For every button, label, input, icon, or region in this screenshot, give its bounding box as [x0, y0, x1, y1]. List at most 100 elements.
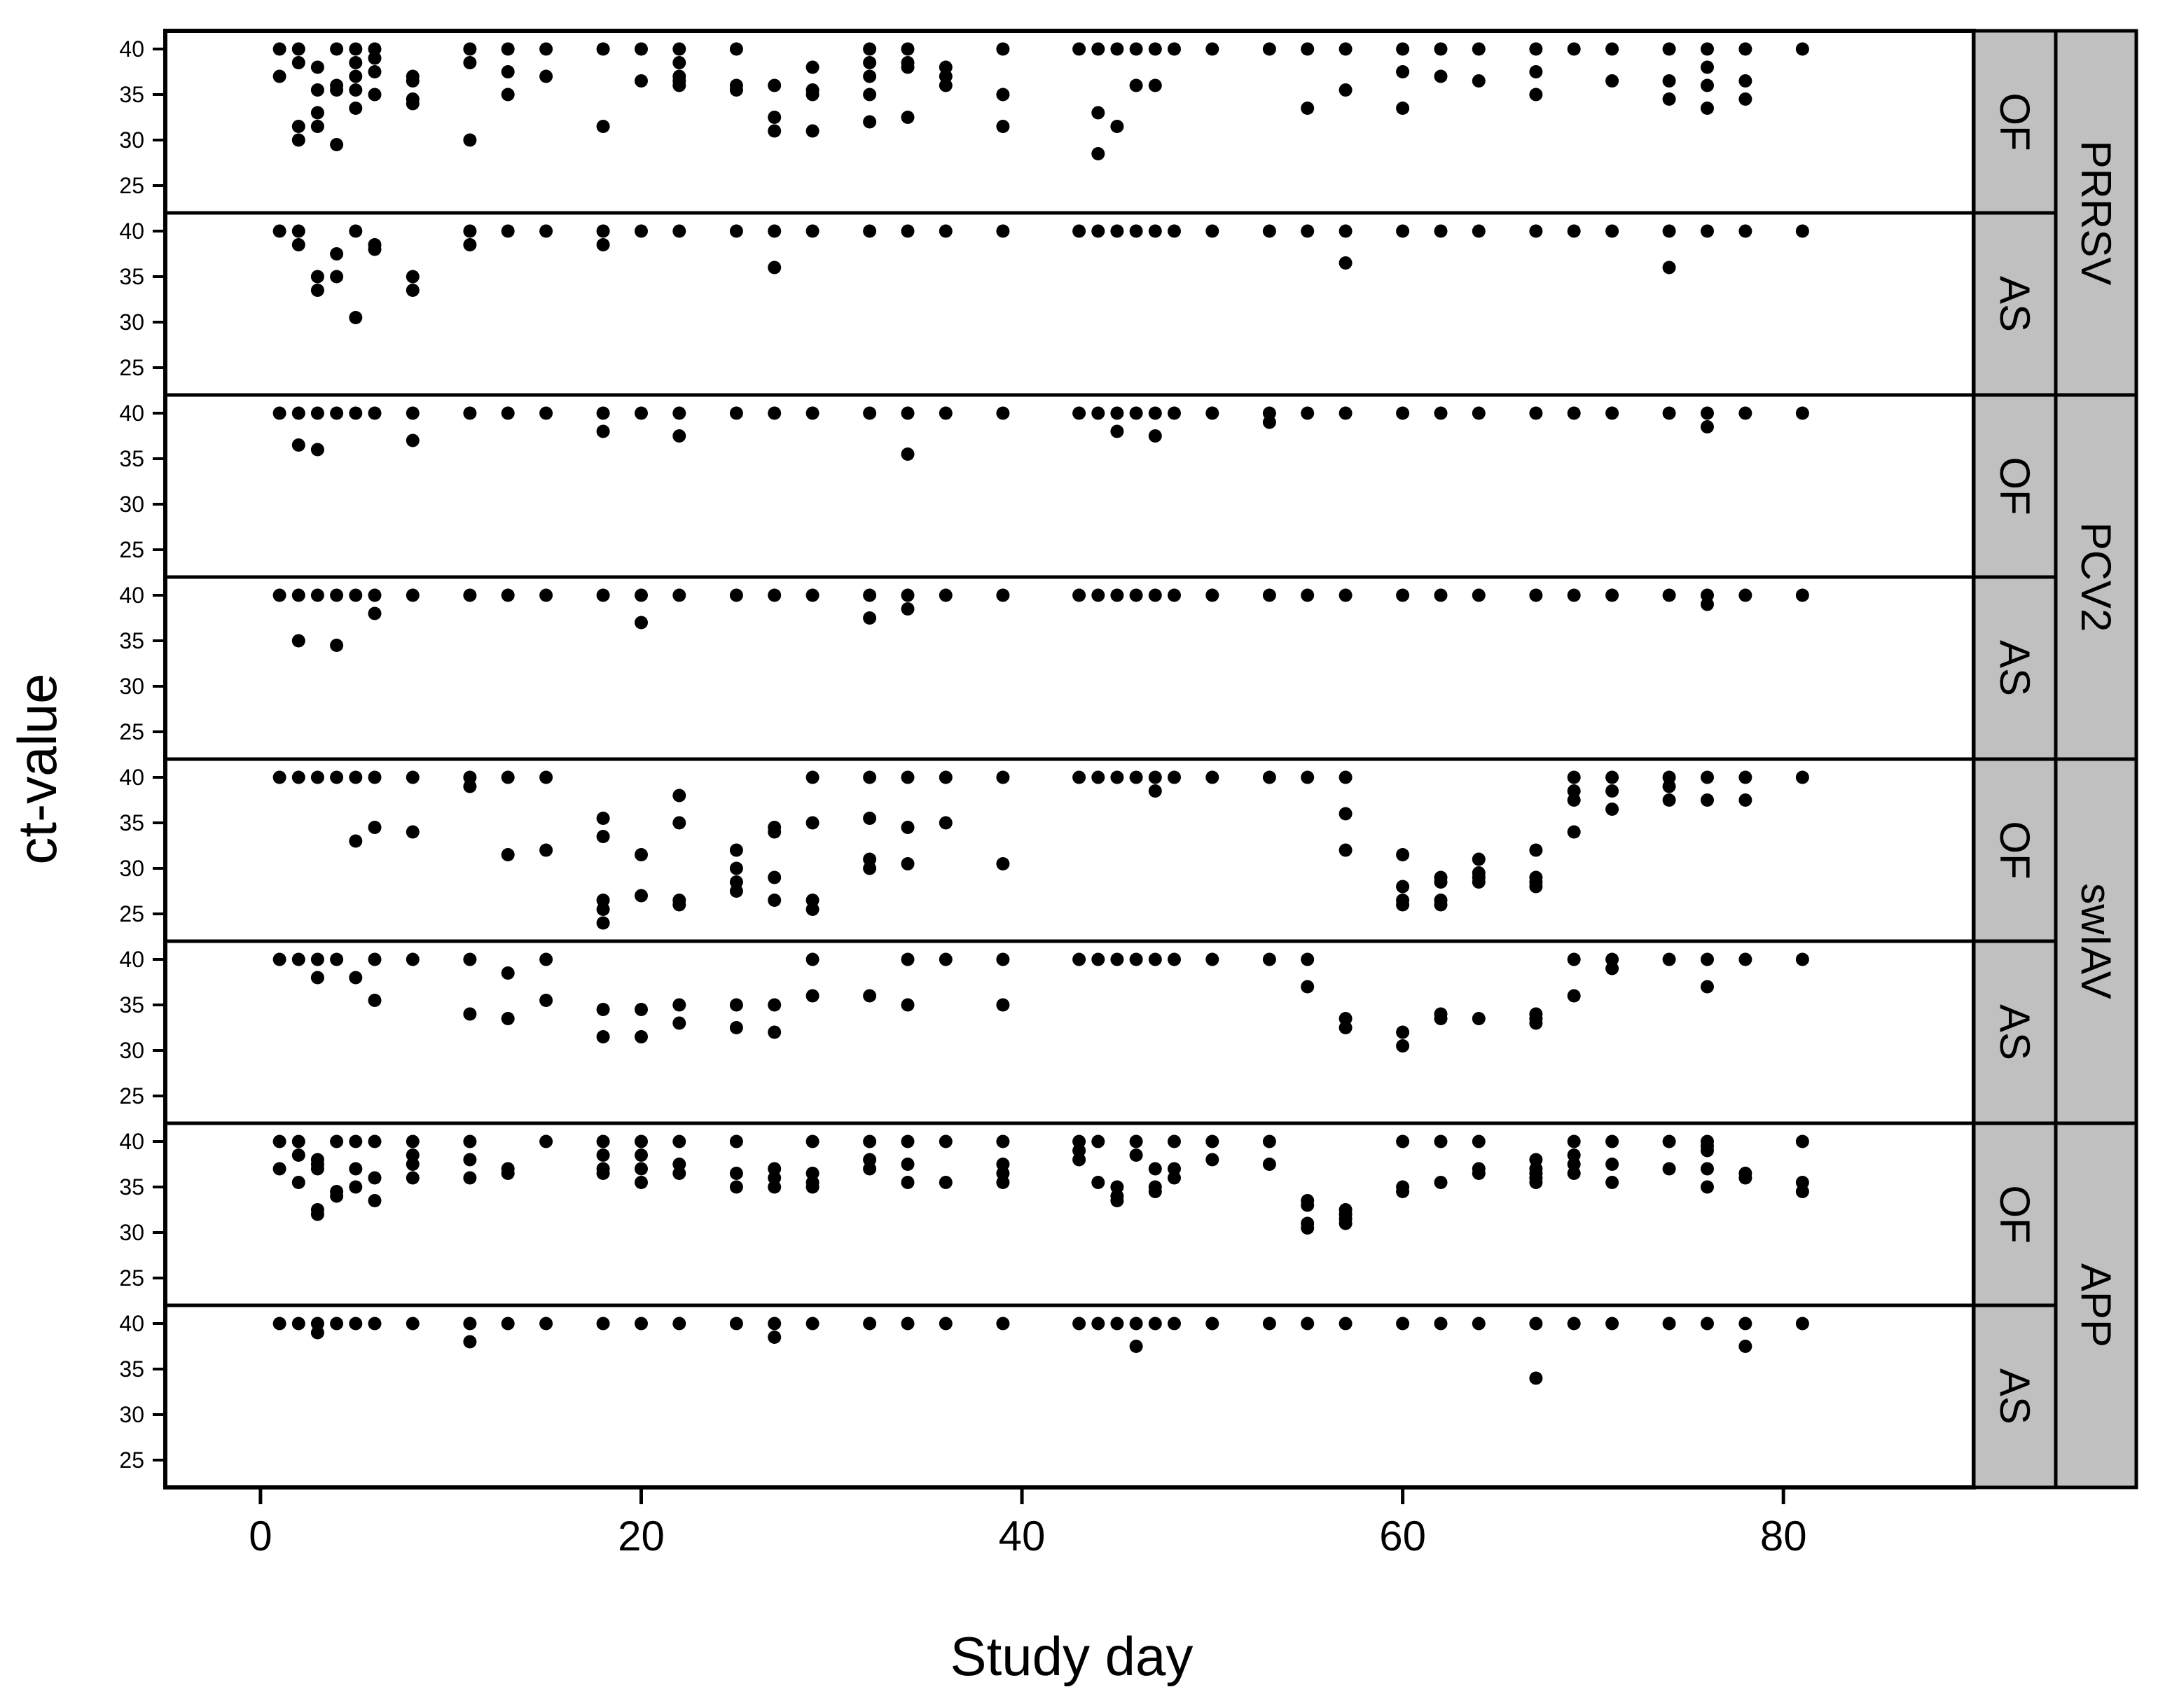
y-tick-label: 30 [119, 1402, 144, 1427]
data-point [1472, 875, 1486, 889]
data-point [635, 1030, 648, 1043]
data-point [996, 1158, 1010, 1171]
data-point [863, 88, 877, 102]
data-point [996, 120, 1010, 133]
data-point [596, 42, 610, 56]
data-point [1091, 1176, 1105, 1189]
data-point [1701, 78, 1714, 92]
data-point [729, 1317, 743, 1331]
data-point [1701, 952, 1714, 966]
data-point [1701, 793, 1714, 807]
data-point [1701, 1144, 1714, 1158]
data-point [805, 989, 819, 1003]
y-tick-label: 25 [119, 1083, 144, 1109]
data-point [1168, 1317, 1181, 1331]
data-point [406, 1134, 420, 1148]
data-point [672, 1134, 686, 1148]
data-point [1605, 406, 1619, 420]
data-point [805, 903, 819, 916]
data-point [1662, 1134, 1676, 1148]
data-point [1262, 42, 1276, 56]
data-point [463, 406, 477, 420]
data-point [996, 224, 1010, 238]
data-point [1662, 74, 1676, 88]
strip-specimen [1972, 939, 2058, 1125]
y-tick-label: 35 [119, 1356, 144, 1382]
data-point [1795, 1185, 1809, 1198]
data-point [805, 952, 819, 966]
panel-prrsv-of [165, 31, 1974, 213]
data-point [1795, 42, 1809, 56]
data-point [1396, 1185, 1410, 1198]
data-point [729, 861, 743, 875]
data-point [291, 1176, 305, 1189]
data-point [1396, 898, 1410, 912]
data-point [368, 1171, 382, 1185]
data-point [768, 588, 782, 602]
data-point [1072, 1134, 1086, 1148]
data-point [1567, 793, 1581, 807]
data-point [672, 429, 686, 443]
data-point [996, 588, 1010, 602]
data-point [1472, 42, 1486, 56]
data-point [863, 1162, 877, 1176]
data-point [1605, 42, 1619, 56]
data-point [1662, 952, 1676, 966]
data-point [1701, 1317, 1714, 1331]
data-point [406, 406, 420, 420]
data-point [1091, 224, 1105, 238]
panel-pcv2-of [165, 395, 1974, 577]
x-tick-label: 80 [1760, 1513, 1807, 1560]
data-point [768, 870, 782, 884]
data-point [330, 1189, 344, 1203]
data-point [635, 889, 648, 903]
data-point [330, 270, 344, 284]
data-point [463, 1317, 477, 1331]
data-point [768, 894, 782, 907]
data-point [406, 588, 420, 602]
data-point [1396, 848, 1410, 861]
data-point [1091, 770, 1105, 784]
data-point [901, 1317, 915, 1331]
data-point [1148, 224, 1162, 238]
data-point [310, 1326, 324, 1340]
data-point [1301, 1221, 1315, 1235]
data-point [768, 261, 782, 275]
data-point [1396, 880, 1410, 894]
data-point [406, 433, 420, 447]
strip-specimen-label: AS [1991, 276, 2038, 332]
data-point [1148, 952, 1162, 966]
data-point [310, 270, 324, 284]
data-point [1738, 74, 1752, 88]
data-point [1662, 42, 1676, 56]
data-point [1434, 42, 1448, 56]
data-point [1529, 1153, 1543, 1167]
data-point [291, 224, 305, 238]
data-point [1605, 1158, 1619, 1171]
data-point [1662, 1317, 1676, 1331]
data-point [1738, 588, 1752, 602]
data-point [596, 812, 610, 825]
data-point [1129, 770, 1143, 784]
data-point [1567, 1167, 1581, 1180]
data-point [1472, 224, 1486, 238]
data-point [1205, 42, 1219, 56]
data-point [406, 1171, 420, 1185]
data-point [368, 994, 382, 1007]
data-point [463, 588, 477, 602]
data-point [1701, 102, 1714, 115]
data-point [310, 952, 324, 966]
y-tick-label: 25 [119, 355, 144, 380]
data-point [1472, 588, 1486, 602]
data-point [1795, 1176, 1809, 1189]
data-point [901, 224, 915, 238]
data-point [996, 1134, 1010, 1148]
y-tick-label: 25 [119, 1265, 144, 1291]
data-point [539, 406, 553, 420]
data-point [1567, 784, 1581, 798]
data-point [368, 1134, 382, 1148]
data-point [539, 952, 553, 966]
data-point [1567, 588, 1581, 602]
y-tick-label: 25 [119, 1447, 144, 1473]
data-point [1205, 224, 1219, 238]
